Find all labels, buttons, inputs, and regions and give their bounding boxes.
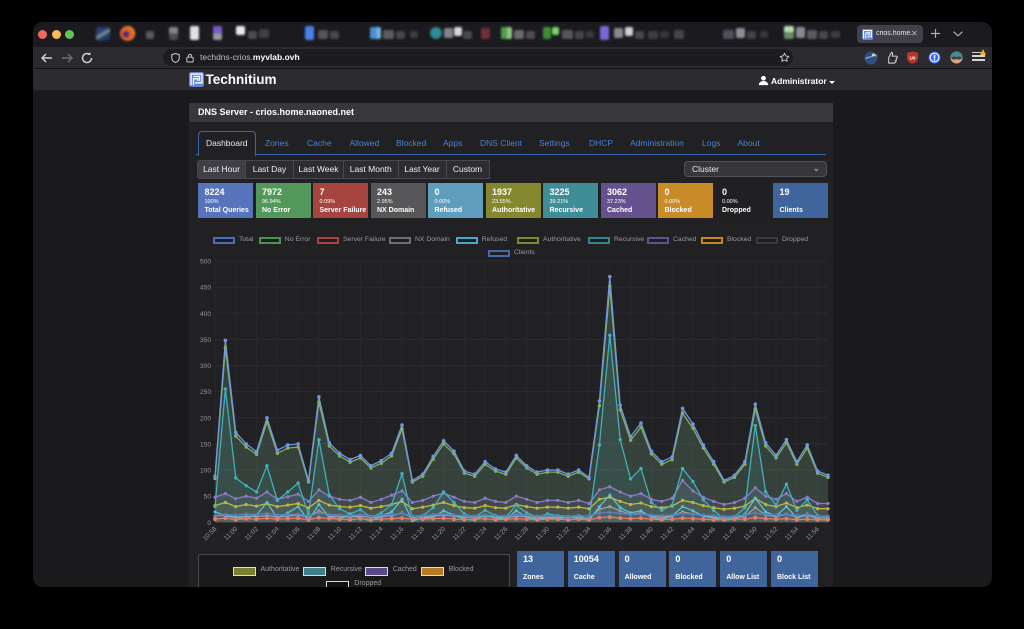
svg-text:11:40: 11:40 bbox=[639, 526, 656, 543]
svg-text:U0: U0 bbox=[910, 55, 916, 60]
svg-text:11:06: 11:06 bbox=[285, 526, 302, 543]
svg-text:11:42: 11:42 bbox=[659, 526, 676, 543]
svg-text:10:58: 10:58 bbox=[202, 526, 219, 543]
svg-text:11:08: 11:08 bbox=[306, 526, 323, 543]
svg-text:150: 150 bbox=[200, 441, 211, 448]
svg-text:350: 350 bbox=[200, 337, 211, 344]
svg-text:450: 450 bbox=[200, 285, 211, 292]
svg-text:11:34: 11:34 bbox=[576, 526, 593, 543]
svg-text:11:38: 11:38 bbox=[618, 526, 635, 543]
svg-text:11:02: 11:02 bbox=[244, 526, 261, 543]
svg-text:11:24: 11:24 bbox=[472, 526, 489, 543]
svg-text:11:14: 11:14 bbox=[368, 526, 385, 543]
svg-text:11:46: 11:46 bbox=[701, 526, 718, 543]
svg-text:300: 300 bbox=[200, 363, 211, 370]
svg-text:11:12: 11:12 bbox=[348, 526, 365, 543]
svg-text:0: 0 bbox=[207, 520, 211, 527]
svg-text:11:16: 11:16 bbox=[389, 526, 406, 543]
svg-text:200: 200 bbox=[200, 415, 211, 422]
svg-text:11:56: 11:56 bbox=[805, 526, 822, 543]
svg-text:250: 250 bbox=[200, 389, 211, 396]
svg-text:100: 100 bbox=[200, 468, 211, 475]
svg-text:11:26: 11:26 bbox=[493, 526, 510, 543]
svg-text:11:54: 11:54 bbox=[784, 526, 801, 543]
svg-text:11:20: 11:20 bbox=[431, 526, 448, 543]
svg-text:11:36: 11:36 bbox=[597, 526, 614, 543]
svg-text:400: 400 bbox=[200, 311, 211, 318]
svg-text:11:48: 11:48 bbox=[722, 526, 739, 543]
svg-text:11:18: 11:18 bbox=[410, 526, 427, 543]
svg-text:11:10: 11:10 bbox=[327, 526, 344, 543]
svg-text:11:00: 11:00 bbox=[223, 526, 240, 543]
svg-text:500: 500 bbox=[200, 259, 211, 266]
svg-text:11:32: 11:32 bbox=[555, 526, 572, 543]
svg-text:11:44: 11:44 bbox=[680, 526, 697, 543]
svg-text:11:30: 11:30 bbox=[535, 526, 552, 543]
svg-text:11:28: 11:28 bbox=[514, 526, 531, 543]
svg-text:11:52: 11:52 bbox=[763, 526, 780, 543]
svg-text:50: 50 bbox=[204, 494, 212, 501]
svg-text:11:50: 11:50 bbox=[742, 526, 759, 543]
svg-text:11:04: 11:04 bbox=[264, 526, 281, 543]
svg-text:11:22: 11:22 bbox=[451, 526, 468, 543]
